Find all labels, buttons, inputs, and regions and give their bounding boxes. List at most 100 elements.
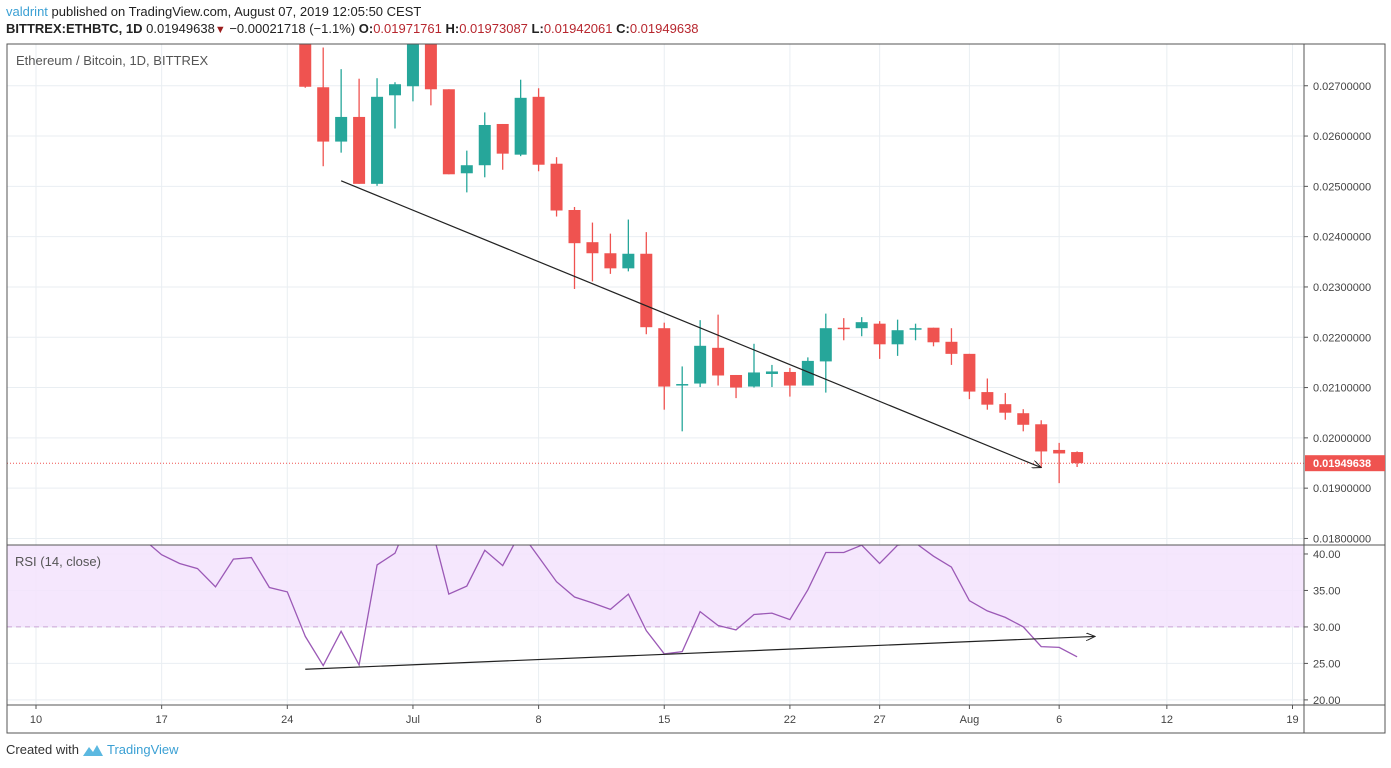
- price-tick-label: 0.02700000: [1313, 81, 1371, 93]
- candle-up: [801, 360, 814, 386]
- rsi-trendline: [305, 636, 1095, 670]
- price-tick-label: 0.01900000: [1313, 483, 1371, 495]
- tradingview-brand-link[interactable]: TradingView: [106, 742, 179, 757]
- open-label: O:: [358, 21, 374, 36]
- candle-down: [299, 44, 312, 87]
- candle-down: [927, 327, 940, 343]
- rsi-band-fill: [7, 545, 1304, 627]
- candle-down: [586, 242, 599, 254]
- candle-up: [676, 384, 689, 386]
- price-overlay: [7, 180, 1304, 468]
- rsi-band: [7, 545, 1304, 628]
- rsi-tick-label: 30.00: [1313, 622, 1341, 634]
- candle-up: [855, 322, 868, 329]
- rsi-tick-label: 20.00: [1313, 695, 1341, 707]
- symbol-legend: BITTREX:ETHBTC, 1D 0.01949638▼ −0.000217…: [6, 21, 699, 36]
- author-link[interactable]: valdrint: [6, 4, 48, 19]
- candle-up: [694, 345, 707, 384]
- time-tick-label: 10: [30, 714, 42, 726]
- time-tick-label: 6: [1056, 714, 1062, 726]
- candle-down: [532, 96, 545, 165]
- low-label: L:: [531, 21, 544, 36]
- candle-up: [371, 96, 384, 184]
- last-price-badge: [1305, 455, 1385, 472]
- price-tick-label: 0.02200000: [1313, 332, 1371, 344]
- candle-down: [496, 123, 509, 154]
- candle-down: [550, 163, 563, 211]
- candle-down: [712, 347, 725, 376]
- candle-down: [442, 89, 455, 175]
- candle-down: [604, 253, 617, 269]
- candles: [299, 44, 1084, 484]
- price-tick-label: 0.01800000: [1313, 533, 1371, 545]
- candle-up: [748, 372, 760, 387]
- candle-down: [945, 341, 958, 354]
- candle-down: [981, 392, 994, 405]
- time-tick-label: 24: [281, 714, 293, 726]
- chart-frame: [6, 43, 1386, 734]
- candle-up: [478, 124, 491, 166]
- candle-down: [1035, 424, 1048, 452]
- candle-down: [568, 209, 581, 244]
- candle-down: [640, 253, 653, 328]
- candle-down: [730, 374, 743, 388]
- close-label: C:: [616, 21, 630, 36]
- footer: Created with TradingView: [6, 742, 179, 757]
- candle-down: [1017, 413, 1030, 425]
- time-tick-label: 22: [784, 714, 796, 726]
- time-tick-label: 19: [1286, 714, 1298, 726]
- candle-up: [460, 165, 473, 174]
- candle-up: [891, 330, 904, 345]
- candle-down: [963, 353, 976, 392]
- rsi-tick-label: 25.00: [1313, 658, 1341, 670]
- price-axis[interactable]: 0.02700000 0.02600000 0.02500000 0.02400000…: [1304, 81, 1385, 546]
- candle-up: [335, 116, 348, 142]
- candle-up: [765, 371, 778, 374]
- time-tick-label: 15: [658, 714, 670, 726]
- candle-down: [658, 328, 671, 387]
- time-tick-label: 27: [874, 714, 886, 726]
- rsi-series: [149, 545, 1095, 670]
- rsi-tick-label: 35.00: [1313, 585, 1341, 597]
- rsi-axis[interactable]: 40.00 35.00 30.00 25.00 20.00: [1304, 549, 1341, 707]
- time-tick-label: 12: [1161, 714, 1173, 726]
- candle-down: [999, 404, 1012, 413]
- rsi-line: [149, 545, 1078, 667]
- publish-info: valdrint published on TradingView.com, A…: [6, 4, 421, 19]
- candle-down: [873, 323, 886, 345]
- rsi-tick-label: 40.00: [1313, 549, 1341, 561]
- candle-up: [909, 328, 922, 330]
- candle-up: [622, 253, 635, 269]
- price-tick-label: 0.02500000: [1313, 181, 1371, 193]
- price-tick-label: 0.02000000: [1313, 433, 1371, 445]
- close-value: 0.01949638: [629, 21, 699, 36]
- time-tick-label: 17: [156, 714, 168, 726]
- created-with-text: Created with: [6, 742, 79, 757]
- rsi-title[interactable]: RSI (14, close): [15, 554, 101, 569]
- candle-down: [1071, 452, 1084, 464]
- last-price: 0.01949638: [146, 21, 215, 36]
- triangle-down-icon: ▼: [214, 24, 226, 36]
- chart-border: [6, 43, 1386, 734]
- candle-up: [406, 44, 419, 87]
- high-label: H:: [445, 21, 460, 36]
- pane-title: Ethereum / Bitcoin, 1D, BITTREX: [16, 53, 209, 68]
- time-tick-label: Jul: [406, 714, 420, 726]
- high-value: 0.01973087: [459, 21, 528, 36]
- candle-down: [837, 327, 850, 330]
- published-text: published on TradingView.com, August 07,…: [47, 4, 422, 19]
- time-tick-label: Aug: [960, 714, 980, 726]
- price-trendline: [340, 180, 1041, 468]
- symbol-name: BITTREX:ETHBTC, 1D: [6, 21, 143, 36]
- tradingview-logo-icon: [82, 744, 103, 756]
- time-axis[interactable]: 10 17 24 Jul 8 15 22 27 Aug 6 12 19: [30, 705, 1299, 726]
- candle-down: [317, 87, 330, 142]
- price-tick-label: 0.02400000: [1313, 232, 1371, 244]
- low-value: 0.01942061: [543, 21, 613, 36]
- price-tick-label: 0.02300000: [1313, 282, 1371, 294]
- last-price-label: 0.01949638: [1313, 458, 1371, 470]
- open-value: 0.01971761: [373, 21, 442, 36]
- price-tick-label: 0.02100000: [1313, 383, 1371, 395]
- candle-up: [514, 97, 527, 155]
